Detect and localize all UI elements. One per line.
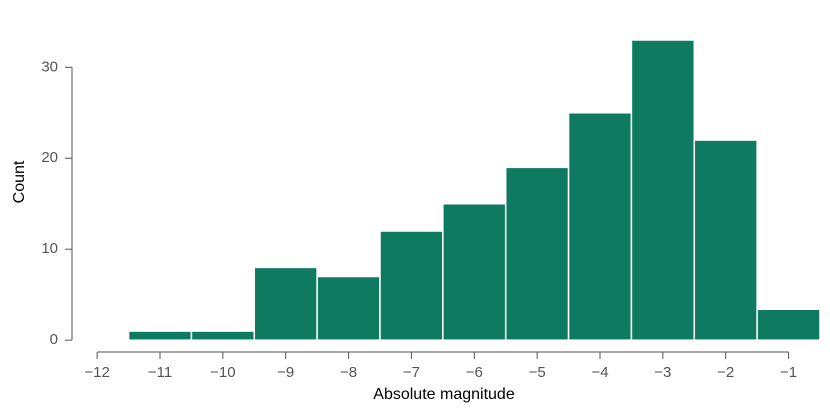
y-tick-label: 0 xyxy=(50,331,58,348)
x-tick-label: −12 xyxy=(84,364,109,381)
bar xyxy=(693,139,758,341)
bar xyxy=(379,230,444,341)
x-tick-label: −8 xyxy=(340,364,357,381)
x-tick-label: −11 xyxy=(148,364,172,381)
y-axis-title: Count xyxy=(11,160,28,203)
y-tick-label: 10 xyxy=(41,240,58,257)
bar xyxy=(630,39,696,341)
y-tick-label: 30 xyxy=(41,58,58,75)
x-tick-label: −10 xyxy=(210,364,235,381)
bar xyxy=(190,330,256,341)
y-tick-label: 20 xyxy=(41,149,58,166)
x-tick-label: −9 xyxy=(277,364,294,381)
bar xyxy=(567,112,633,341)
x-tick-label: −2 xyxy=(717,364,734,381)
bar xyxy=(442,202,507,341)
bar xyxy=(756,308,821,341)
x-axis-title: Absolute magnitude xyxy=(373,386,515,403)
x-tick-label: −4 xyxy=(591,364,608,381)
bar xyxy=(504,166,570,341)
x-tick-label: −3 xyxy=(654,364,671,381)
bar xyxy=(127,330,193,341)
x-tick-label: −1 xyxy=(780,364,797,381)
bar xyxy=(253,266,318,341)
x-tick-label: −6 xyxy=(466,364,483,381)
x-tick-label: −5 xyxy=(529,364,546,381)
bar xyxy=(316,275,381,341)
x-tick-label: −7 xyxy=(403,364,420,381)
